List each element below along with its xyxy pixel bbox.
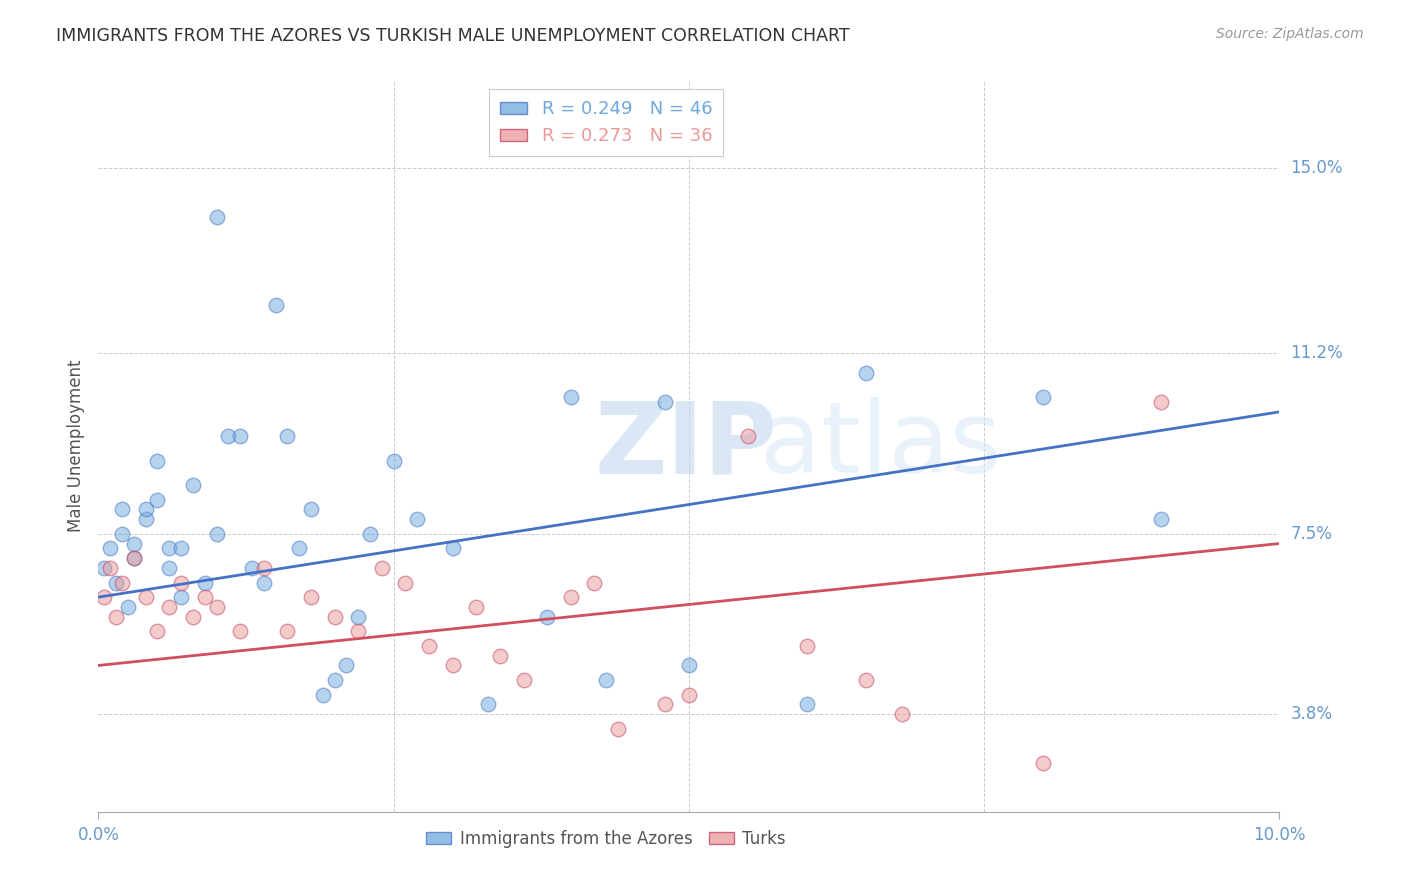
Point (240, 561, 263, 575)
Point (796, 639, 818, 653)
Point (205, 599, 228, 614)
Point (135, 590, 157, 604)
Text: 11.2%: 11.2% (1291, 344, 1343, 362)
Point (117, 599, 139, 614)
Point (288, 541, 311, 556)
Point (93, 590, 115, 604)
Point (217, 429, 239, 443)
Point (170, 575, 193, 590)
Point (1150, 512, 1173, 526)
Point (406, 512, 429, 526)
Point (98, 541, 121, 556)
Point (194, 590, 217, 604)
Point (157, 561, 180, 575)
Point (347, 609, 370, 624)
Point (560, 390, 582, 404)
Point (489, 648, 512, 663)
Point (181, 478, 204, 492)
Point (607, 722, 630, 736)
Point (654, 698, 676, 712)
Point (1150, 395, 1173, 409)
Point (205, 526, 228, 541)
Text: IMMIGRANTS FROM THE AZORES VS TURKISH MALE UNEMPLOYMENT CORRELATION CHART: IMMIGRANTS FROM THE AZORES VS TURKISH MA… (56, 27, 849, 45)
Point (146, 624, 169, 639)
Point (135, 512, 157, 526)
Text: 15.0%: 15.0% (1291, 159, 1343, 177)
Point (1032, 756, 1054, 770)
Text: 7.5%: 7.5% (1291, 524, 1333, 542)
Point (323, 673, 346, 687)
Point (441, 658, 464, 673)
Text: 3.8%: 3.8% (1291, 706, 1333, 723)
Point (441, 541, 464, 556)
Text: ZIP: ZIP (595, 398, 778, 494)
Point (737, 429, 759, 443)
Point (382, 453, 405, 467)
Point (111, 502, 134, 516)
Point (595, 673, 617, 687)
Point (170, 541, 193, 556)
Point (146, 453, 169, 467)
Point (122, 551, 145, 566)
Point (855, 366, 877, 380)
Point (111, 526, 134, 541)
Point (111, 575, 134, 590)
Point (229, 429, 252, 443)
Point (855, 673, 877, 687)
Point (229, 624, 252, 639)
Point (477, 698, 499, 712)
Point (170, 590, 193, 604)
Text: Source: ZipAtlas.com: Source: ZipAtlas.com (1216, 27, 1364, 41)
Point (253, 575, 276, 590)
Point (371, 561, 394, 575)
Point (394, 575, 416, 590)
Legend: Immigrants from the Azores, Turks: Immigrants from the Azores, Turks (420, 823, 793, 855)
Point (312, 688, 335, 702)
Point (678, 658, 700, 673)
Point (418, 639, 440, 653)
Point (135, 502, 157, 516)
Point (465, 599, 488, 614)
Point (157, 599, 180, 614)
Point (299, 590, 322, 604)
Y-axis label: Male Unemployment: Male Unemployment (66, 359, 84, 533)
Point (1032, 390, 1054, 404)
Point (122, 551, 145, 566)
Point (796, 698, 818, 712)
Point (276, 624, 298, 639)
Point (512, 673, 534, 687)
Point (583, 575, 606, 590)
Point (654, 395, 676, 409)
Point (181, 609, 204, 624)
Point (323, 609, 346, 624)
Point (347, 624, 370, 639)
Point (93, 561, 115, 575)
Point (122, 536, 145, 550)
Point (105, 609, 128, 624)
Point (146, 492, 169, 507)
Point (678, 688, 700, 702)
Point (536, 609, 558, 624)
Point (105, 575, 128, 590)
Point (194, 575, 217, 590)
Text: atlas: atlas (759, 398, 1001, 494)
Point (205, 210, 228, 224)
Point (253, 561, 276, 575)
Point (335, 658, 357, 673)
Point (98, 561, 121, 575)
Point (299, 502, 322, 516)
Point (560, 590, 582, 604)
Point (359, 526, 381, 541)
Point (264, 297, 287, 311)
Point (276, 429, 298, 443)
Point (890, 707, 912, 722)
Point (157, 541, 180, 556)
